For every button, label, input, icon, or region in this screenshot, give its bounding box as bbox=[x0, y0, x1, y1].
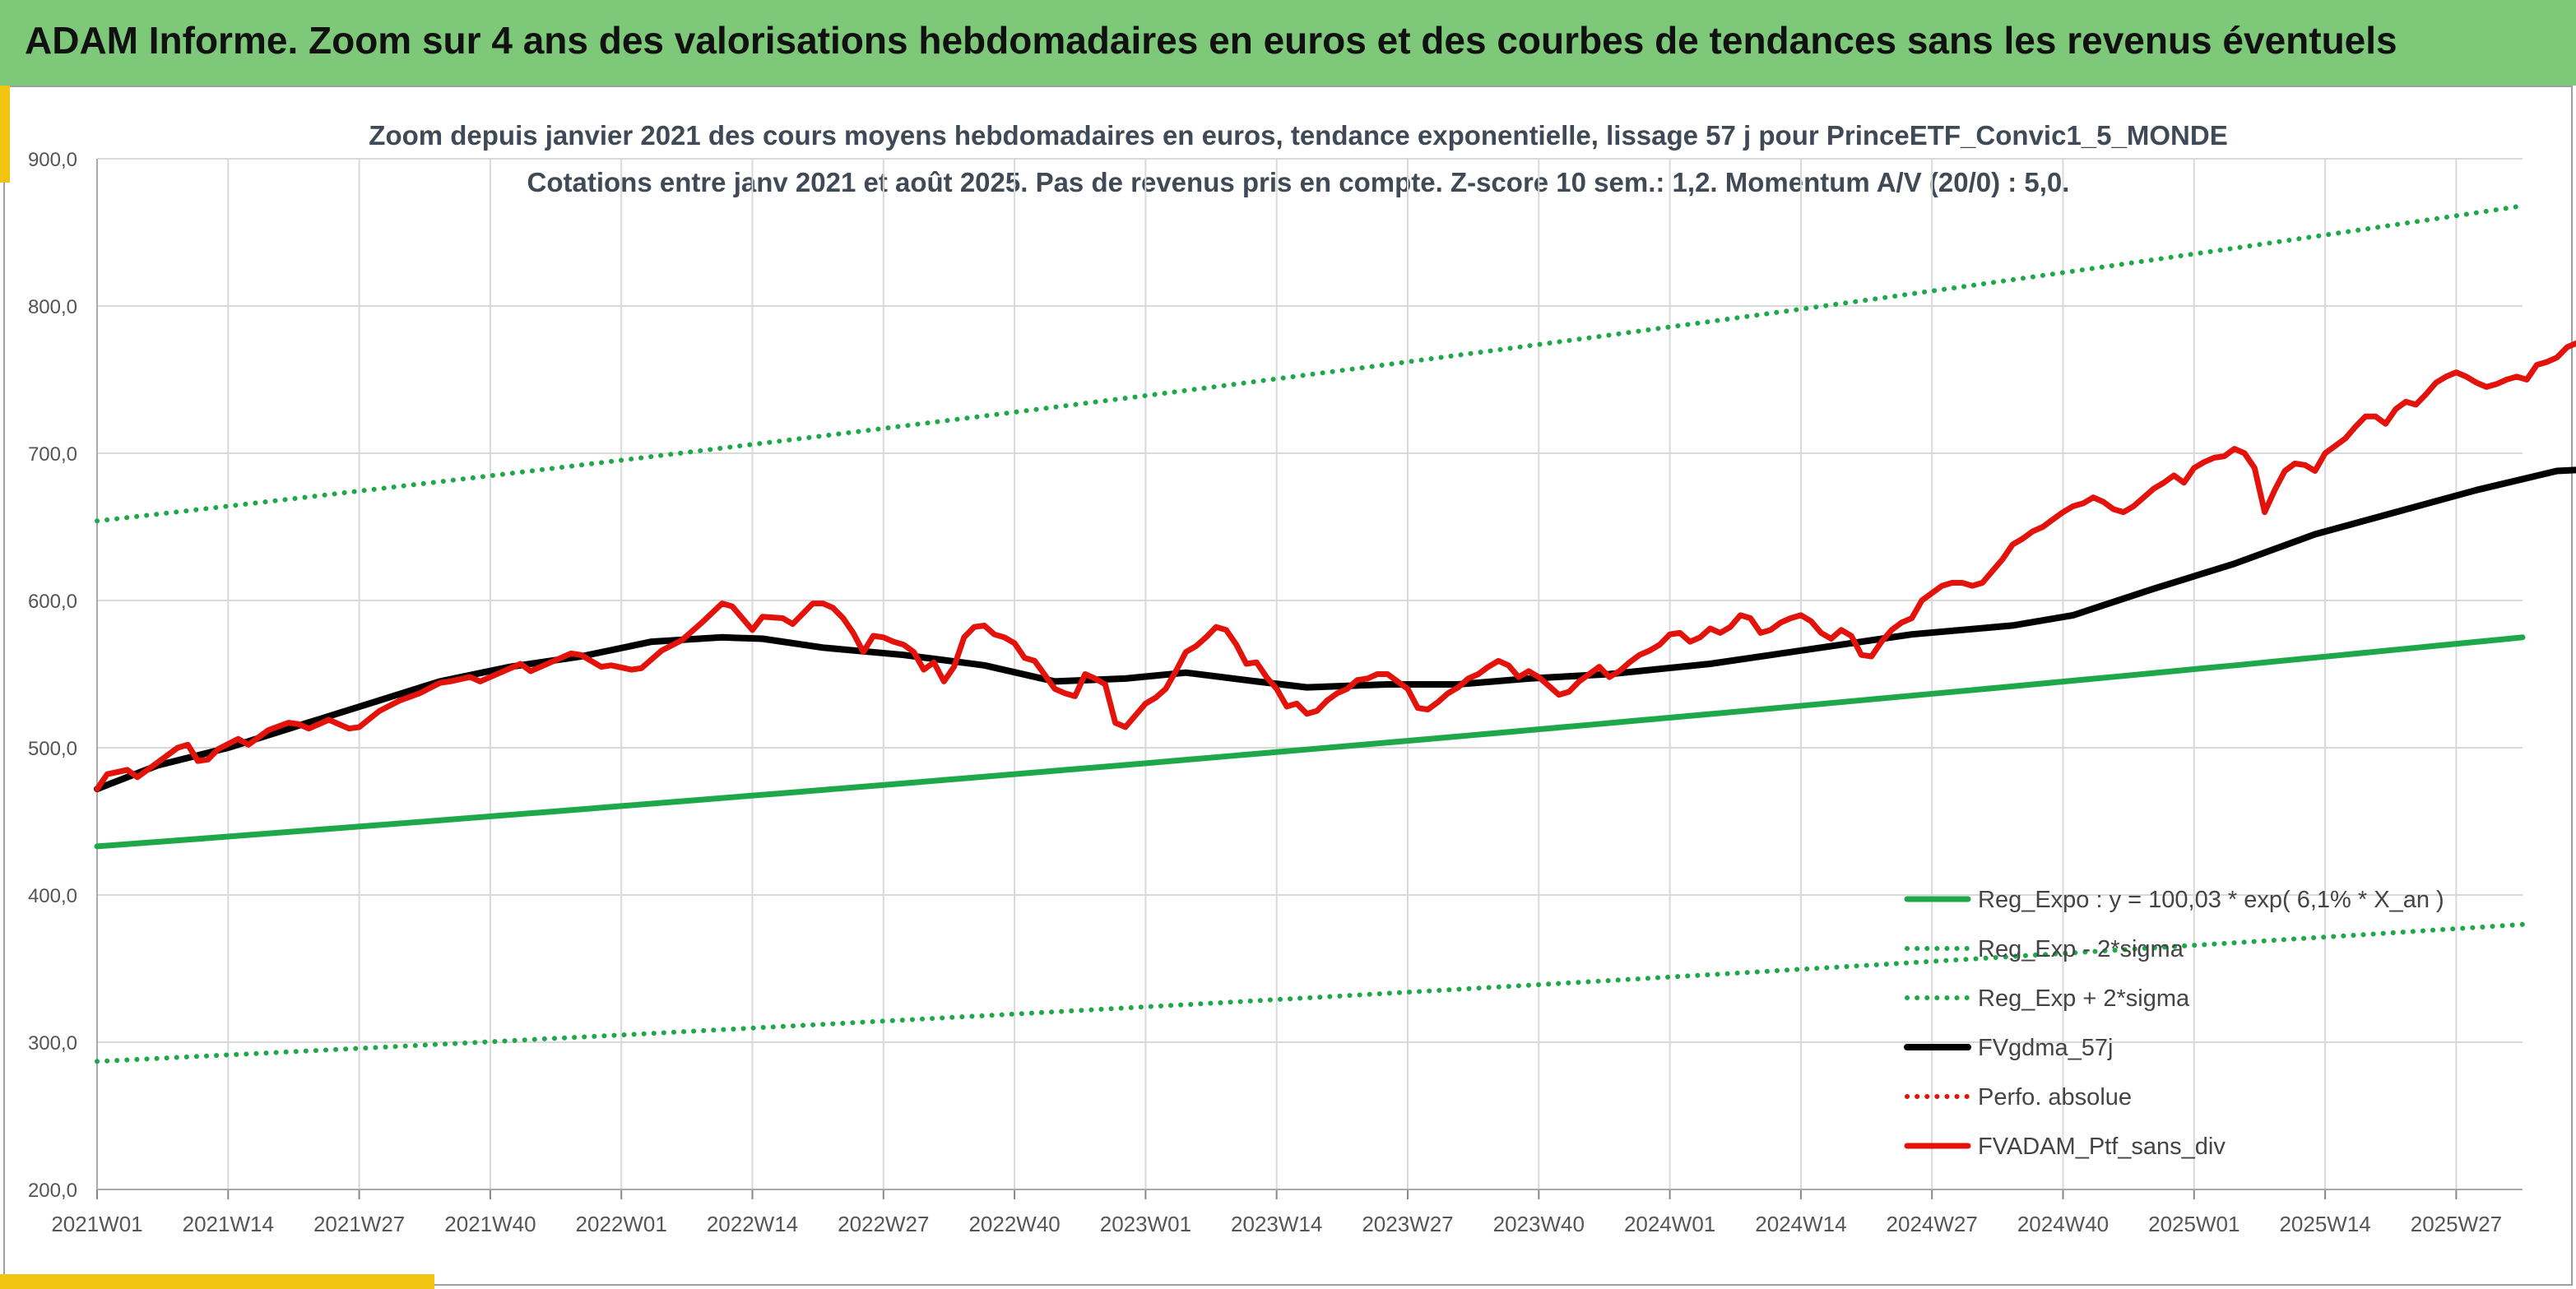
y-tick-label: 900,0 bbox=[28, 149, 77, 171]
x-tick-label: 2025W27 bbox=[2411, 1212, 2502, 1236]
series-line-reg_expo bbox=[94, 634, 2526, 850]
y-tick-label: 800,0 bbox=[28, 296, 77, 318]
series-line-fvgdma bbox=[94, 466, 2576, 793]
y-tick-label: 300,0 bbox=[28, 1032, 77, 1055]
legend-label-fvgdma: FVgdma_57j bbox=[1978, 1035, 2113, 1061]
x-tick-label: 2025W14 bbox=[2279, 1212, 2370, 1236]
y-tick-label: 200,0 bbox=[28, 1180, 77, 1202]
y-tick-label: 400,0 bbox=[28, 885, 77, 907]
x-tick-label: 2023W40 bbox=[1493, 1212, 1585, 1236]
x-tick-label: 2022W14 bbox=[707, 1212, 798, 1236]
chart-title-line1: Zoom depuis janvier 2021 des cours moyen… bbox=[369, 120, 2227, 151]
series-line-fvadam bbox=[94, 340, 2576, 792]
legend-label-fvadam: FVADAM_Ptf_sans_div bbox=[1978, 1134, 2226, 1160]
x-tick-label: 2024W40 bbox=[2017, 1212, 2109, 1236]
legend-label-reg_minus: Reg_Exp - 2*sigma bbox=[1978, 936, 2184, 962]
x-tick-label: 2023W01 bbox=[1100, 1212, 1191, 1236]
bottom-left-accent bbox=[0, 1274, 434, 1289]
header-title: ADAM Informe. Zoom sur 4 ans des valoris… bbox=[25, 19, 2397, 62]
chart-title-line2: Cotations entre janv 2021 et août 2025. … bbox=[527, 167, 2070, 197]
x-tick-label: 2022W01 bbox=[576, 1212, 667, 1236]
series-line-reg_plus bbox=[95, 203, 2525, 524]
top-left-accent bbox=[0, 86, 10, 183]
x-tick-label: 2021W14 bbox=[183, 1212, 274, 1236]
y-tick-label: 600,0 bbox=[28, 591, 77, 613]
series-line-reg_minus bbox=[95, 921, 2525, 1064]
legend-label-reg_expo: Reg_Expo : y = 100,03 * exp( 6,1% * X_an… bbox=[1978, 887, 2444, 913]
y-tick-label: 700,0 bbox=[28, 443, 77, 466]
series bbox=[94, 203, 2576, 1064]
x-tick-label: 2022W40 bbox=[968, 1212, 1060, 1236]
x-tick-label: 2021W01 bbox=[51, 1212, 142, 1236]
header-bar: ADAM Informe. Zoom sur 4 ans des valoris… bbox=[0, 0, 2576, 86]
legend-label-perfo: Perfo. absolue bbox=[1978, 1084, 2132, 1110]
x-tick-label: 2021W27 bbox=[313, 1212, 405, 1236]
x-tick-label: 2024W14 bbox=[1755, 1212, 1846, 1236]
axes: 200,0 300,0 400,0 500,0 600,0 700,0 800,0 900,0… bbox=[28, 149, 2523, 1236]
x-tick-label: 2023W27 bbox=[1362, 1212, 1453, 1236]
y-tick-label: 500,0 bbox=[28, 738, 77, 760]
x-tick-label: 2024W01 bbox=[1624, 1212, 1715, 1236]
x-tick-label: 2024W27 bbox=[1887, 1212, 1978, 1236]
x-tick-label: 2022W27 bbox=[838, 1212, 929, 1236]
legend: Reg_Expo : y = 100,03 * exp( 6,1% * X_an… bbox=[1904, 887, 2444, 1160]
x-tick-label: 2025W01 bbox=[2148, 1212, 2239, 1236]
legend-label-reg_plus: Reg_Exp + 2*sigma bbox=[1978, 985, 2190, 1012]
x-tick-label: 2021W40 bbox=[444, 1212, 536, 1236]
x-tick-label: 2023W14 bbox=[1231, 1212, 1322, 1236]
